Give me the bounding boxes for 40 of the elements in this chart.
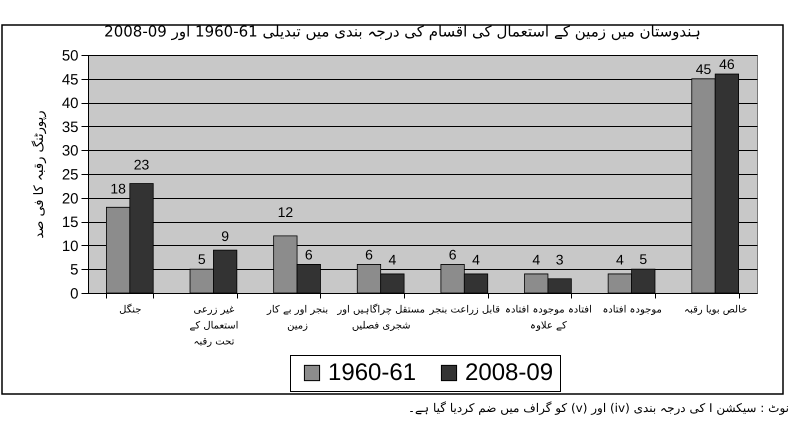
- data-label: 6: [448, 246, 457, 262]
- x-tick-label: افتادہ موجودہ افتادہ کے علاوہ: [505, 304, 592, 332]
- legend-label: 1960-61: [328, 359, 416, 386]
- x-tick-label: مستقل چراگاہیں اور شجری فصلیں: [336, 304, 426, 332]
- y-tick-label: 40: [62, 95, 78, 112]
- data-label: 23: [134, 156, 150, 172]
- y-tick-label: 35: [62, 118, 78, 136]
- x-tick-label: جنگل: [119, 304, 142, 316]
- data-label: 4: [616, 252, 624, 268]
- data-label: 4: [388, 252, 396, 268]
- data-label: 6: [304, 246, 313, 262]
- data-label: 5: [639, 251, 648, 268]
- data-label: 3: [556, 252, 564, 268]
- data-label: 5: [198, 251, 206, 268]
- y-tick-label: 20: [62, 190, 78, 208]
- x-tick-label: موجودہ افتادہ: [602, 304, 662, 316]
- data-label: 45: [696, 60, 712, 77]
- y-tick-label: 5: [70, 262, 78, 279]
- y-tick-label: 0: [70, 286, 78, 302]
- x-tick-label: خالص بویا رقبہ: [684, 304, 748, 316]
- data-label: 12: [278, 204, 294, 220]
- y-tick-label: 45: [62, 71, 78, 88]
- text: نوٹ : سیکشن I کی درجہ بندی (iv) اور (v) کو گراف میں ضم کردیا گیا ہے۔: [408, 401, 789, 415]
- data-label: 6: [365, 246, 374, 262]
- legend-label: 2008-09: [465, 359, 554, 386]
- chart-title: ہندوستان میں زمین کے استعمال کی اقسام کی درجہ بندی میں تبدیلی 1960-61 اور 2008-09: [104, 22, 701, 40]
- data-label: 46: [719, 56, 735, 72]
- y-tick-label: 10: [62, 238, 78, 255]
- x-tick-label: قابل زراعت بنجر: [428, 304, 500, 316]
- data-label: 18: [110, 180, 126, 196]
- y-tick-label: 50: [62, 48, 78, 64]
- y-axis-title: رپورٹنگ رقبہ کا فی صد: [30, 110, 47, 239]
- y-tick-label: 30: [62, 142, 78, 160]
- x-tick-label: بنجر اور بے کار زمین: [266, 304, 328, 332]
- data-label: 4: [532, 252, 540, 268]
- y-tick-label: 15: [62, 214, 78, 232]
- data-label: 9: [221, 228, 230, 244]
- y-tick-label: 25: [62, 166, 78, 184]
- x-tick-label: غیر زرعی استعمال کے تحت رقبہ: [189, 304, 238, 348]
- data-label: 4: [472, 252, 480, 268]
